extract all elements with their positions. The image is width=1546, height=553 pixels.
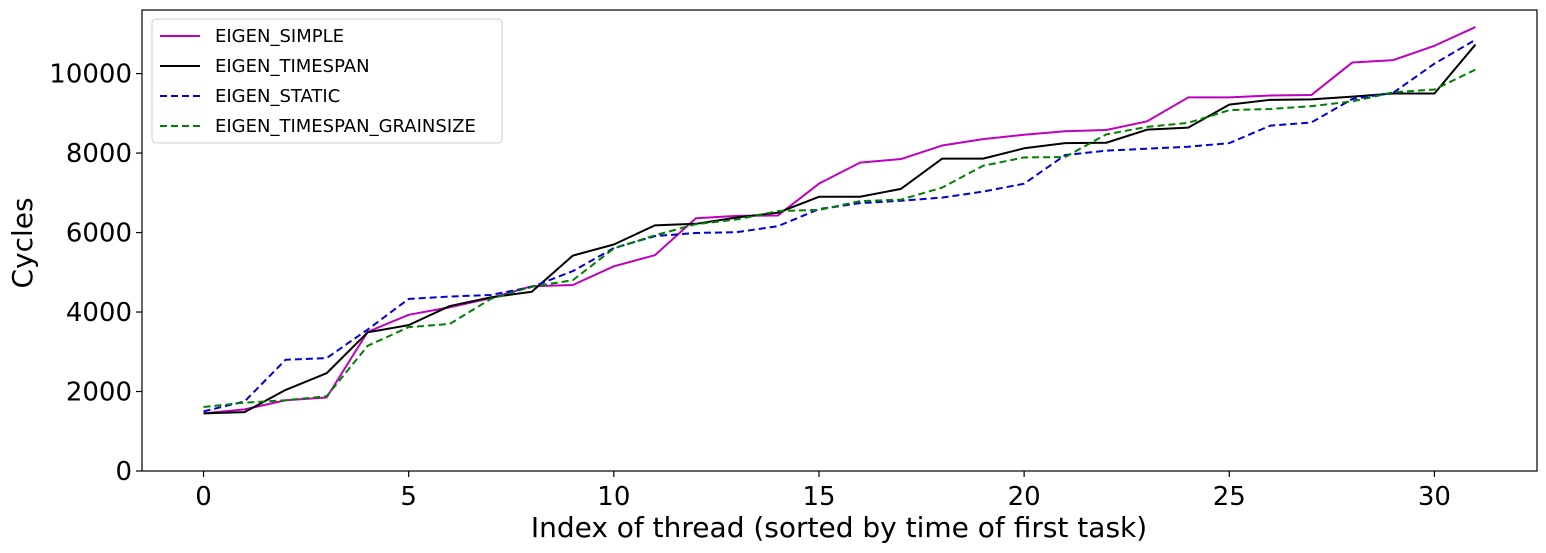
legend-label-eigen-simple: EIGEN_SIMPLE <box>215 26 344 47</box>
x-axis-label: Index of thread (sorted by time of first… <box>531 511 1147 544</box>
y-tick-label: 4000 <box>66 298 132 328</box>
x-tick-label: 25 <box>1213 482 1246 512</box>
y-tick-label: 0 <box>115 457 132 487</box>
x-tick-label: 5 <box>400 482 417 512</box>
x-tick-label: 30 <box>1418 482 1451 512</box>
y-tick-label: 6000 <box>66 219 132 249</box>
y-axis: 0 2000 4000 6000 8000 10000 <box>49 60 142 487</box>
legend-box <box>151 18 503 144</box>
x-tick-label: 15 <box>802 482 835 512</box>
series-line-eigen-timespan <box>203 43 1477 415</box>
y-axis-label: Cycles <box>6 197 39 288</box>
legend-label-eigen-static: EIGEN_STATIC <box>215 86 340 107</box>
x-tick-label: 10 <box>597 482 630 512</box>
legend-label-eigen-timespan: EIGEN_TIMESPAN <box>215 56 370 77</box>
y-tick-label: 10000 <box>49 60 132 90</box>
x-axis: 0 5 10 15 20 25 30 <box>195 471 1451 512</box>
series-layer <box>203 26 1477 415</box>
y-tick-label: 2000 <box>66 378 132 408</box>
legend-label-eigen-timespan-grainsize: EIGEN_TIMESPAN_GRAINSIZE <box>215 116 476 137</box>
x-tick-label: 20 <box>1008 482 1041 512</box>
series-line-eigen-static <box>203 38 1476 413</box>
y-tick-label: 8000 <box>66 139 132 169</box>
series-line-eigen-simple <box>203 26 1476 415</box>
legend: EIGEN_SIMPLE EIGEN_TIMESPAN EIGEN_STATIC EI… <box>151 18 503 144</box>
x-tick-label: 0 <box>195 482 212 512</box>
